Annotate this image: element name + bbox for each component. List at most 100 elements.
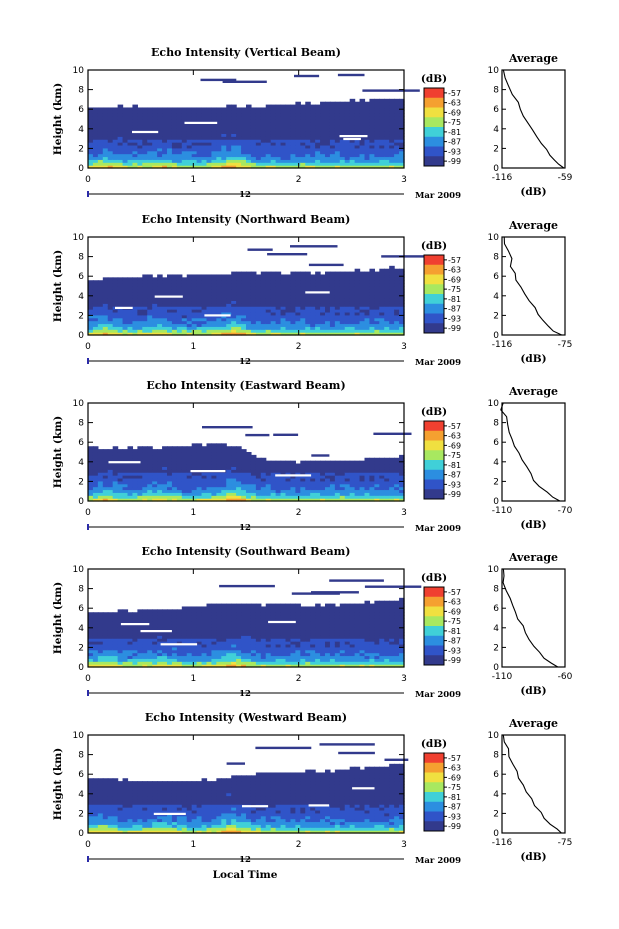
heatmap-cell	[305, 101, 311, 106]
heatmap-cell	[122, 162, 129, 166]
heatmap-cell	[181, 277, 188, 281]
heatmap-cell	[206, 449, 213, 453]
heatmap-cell	[315, 280, 321, 284]
heatmap-cell	[379, 475, 385, 479]
heatmap-cell	[255, 641, 262, 645]
heatmap-cell	[320, 162, 326, 166]
heatmap-cell	[152, 124, 158, 129]
heatmap-cell	[349, 144, 356, 149]
heatmap-cell	[295, 116, 301, 120]
heatmap-cell	[97, 457, 104, 462]
colorbar-tick-label: -93	[448, 314, 461, 323]
heatmap-cell	[349, 127, 356, 132]
heatmap-cell	[117, 288, 124, 293]
colorbar-tick-label: -99	[448, 324, 461, 333]
heatmap-cell	[250, 626, 257, 631]
heatmap-cell	[255, 119, 262, 123]
heatmap-cell	[186, 495, 193, 499]
heatmap-cell	[107, 133, 114, 137]
heatmap-cell	[231, 449, 237, 453]
heatmap-cell	[147, 136, 153, 140]
heatmap-cell	[88, 480, 94, 485]
heatmap-cell	[216, 629, 222, 634]
heatmap-cell	[186, 623, 193, 628]
heatmap-cell	[211, 283, 217, 287]
date-label: Mar 2009	[415, 191, 461, 201]
heatmap-cell	[359, 98, 366, 103]
heatmap-cell	[117, 623, 124, 628]
heatmap-cell	[349, 294, 356, 299]
heatmap-cell	[152, 153, 158, 158]
heatmap-cell	[246, 652, 252, 657]
heatmap-cell	[186, 277, 193, 281]
heatmap-cell	[250, 320, 257, 325]
heatmap-cell	[364, 127, 371, 132]
heatmap-cell	[167, 460, 173, 465]
heatmap-cell	[142, 463, 148, 468]
heatmap-cell	[201, 323, 208, 327]
heatmap-cell	[389, 127, 395, 132]
heatmap-cell	[162, 288, 168, 293]
heatmap-cell	[280, 113, 287, 117]
heatmap-cell	[305, 110, 311, 114]
heatmap-cell	[216, 116, 222, 120]
heatmap-cell	[320, 323, 326, 327]
heatmap-cell	[275, 483, 282, 488]
heatmap-cell	[349, 159, 356, 163]
heatmap-cell	[339, 104, 346, 109]
heatmap-cell	[246, 664, 252, 668]
heatmap-cell	[399, 127, 405, 132]
heatmap-cell	[102, 317, 109, 322]
heatmap-cell	[171, 121, 178, 126]
y-tick-label: 4	[78, 292, 84, 302]
heatmap-cell	[389, 320, 395, 325]
heatmap-cell	[384, 286, 390, 290]
y-tick-label: 0	[78, 497, 84, 507]
heatmap-cell	[394, 136, 400, 140]
colorbar-swatch	[424, 264, 444, 275]
heatmap-cell	[221, 286, 227, 290]
heatmap-cell	[275, 311, 282, 316]
heatmap-cell	[379, 165, 385, 169]
heatmap-cell	[216, 655, 222, 659]
heatmap-cell	[132, 294, 138, 299]
heatmap-cell	[201, 291, 208, 296]
heatmap-cell	[211, 492, 217, 496]
heatmap-cell	[265, 286, 272, 290]
heatmap-cell	[127, 124, 134, 129]
heatmap-cell	[226, 133, 232, 137]
heatmap-cell	[349, 150, 356, 155]
heatmap-cell	[374, 162, 380, 166]
heatmap-cell	[186, 127, 193, 132]
heatmap-cell	[211, 443, 217, 447]
heatmap-cell	[275, 147, 282, 152]
heatmap-cell	[142, 449, 148, 453]
heatmap-cell	[329, 303, 336, 307]
heatmap-cell	[250, 300, 257, 304]
heatmap-cell	[132, 454, 138, 459]
heatmap-cell	[260, 317, 267, 322]
heatmap-cell	[112, 498, 119, 502]
heatmap-cell	[97, 646, 104, 651]
heatmap-cell	[147, 477, 153, 482]
heatmap-cell	[196, 463, 203, 468]
heatmap-cell	[379, 460, 385, 465]
heatmap-cell	[171, 113, 178, 117]
heatmap-cell	[127, 466, 134, 470]
heatmap-cell	[260, 475, 267, 479]
heatmap-cell	[231, 457, 237, 462]
heatmap-cell	[176, 495, 183, 499]
heatmap-cell	[122, 280, 129, 284]
heatmap-cell	[325, 124, 331, 129]
heatmap-cell	[137, 658, 143, 662]
heatmap-cell	[305, 498, 311, 502]
heatmap-cell	[201, 472, 208, 476]
heatmap-cell	[132, 457, 138, 462]
heatmap-cell	[142, 489, 148, 493]
heatmap-cell	[275, 632, 282, 636]
heatmap-cell	[359, 300, 366, 304]
heatmap-cell	[102, 463, 109, 468]
heatmap-cell	[191, 291, 198, 296]
heatmap-cell	[265, 606, 272, 610]
